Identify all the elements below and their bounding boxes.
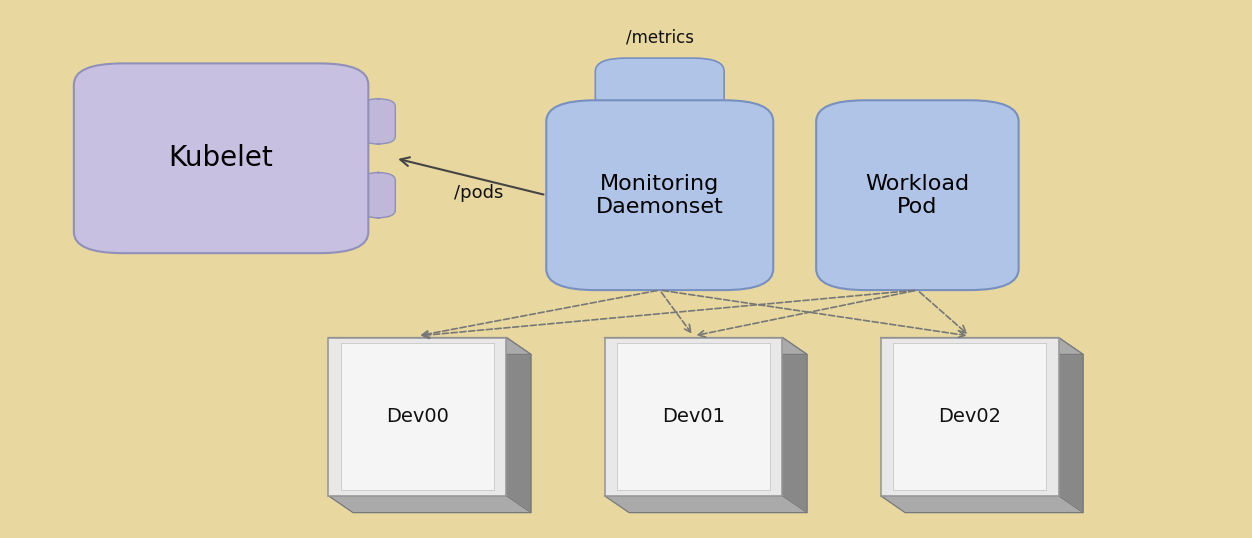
Bar [880, 337, 1058, 495]
Polygon shape [1058, 337, 1083, 513]
Polygon shape [506, 337, 531, 513]
Text: Dev02: Dev02 [938, 407, 1002, 426]
Bar [617, 343, 770, 491]
Bar [341, 343, 495, 491]
FancyBboxPatch shape [361, 98, 396, 144]
Text: Kubelet: Kubelet [169, 144, 273, 172]
FancyBboxPatch shape [816, 100, 1019, 290]
FancyBboxPatch shape [546, 100, 774, 290]
Polygon shape [605, 495, 808, 513]
Bar [893, 343, 1047, 491]
Polygon shape [782, 337, 808, 513]
Text: Dev00: Dev00 [386, 407, 449, 426]
Text: Monitoring
Daemonset: Monitoring Daemonset [596, 174, 724, 217]
FancyBboxPatch shape [74, 63, 368, 253]
Text: Workload
Pod: Workload Pod [865, 174, 969, 217]
Bar [328, 337, 506, 495]
Bar [605, 337, 782, 495]
FancyBboxPatch shape [361, 173, 396, 218]
Polygon shape [328, 337, 531, 355]
Text: /pods: /pods [454, 183, 503, 202]
Polygon shape [880, 337, 1083, 355]
Polygon shape [605, 337, 808, 355]
Polygon shape [880, 495, 1083, 513]
FancyBboxPatch shape [596, 58, 724, 111]
Polygon shape [328, 495, 531, 513]
Text: /metrics: /metrics [626, 28, 695, 46]
Text: Dev01: Dev01 [662, 407, 725, 426]
